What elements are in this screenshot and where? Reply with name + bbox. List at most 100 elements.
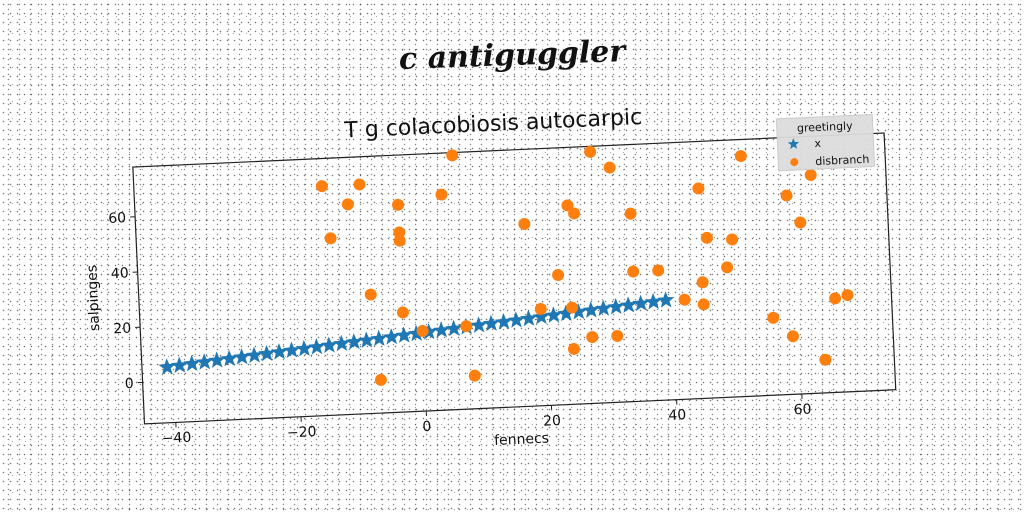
- point-circle: [611, 329, 624, 342]
- point-circle: [624, 207, 637, 220]
- point-star: [607, 297, 625, 315]
- point-circle: [819, 353, 832, 366]
- point-star: [395, 326, 413, 343]
- point-star: [245, 346, 263, 364]
- point-circle: [780, 189, 793, 202]
- point-star: [594, 299, 612, 317]
- series-x: [158, 291, 675, 375]
- y-tick-label: 60: [108, 210, 127, 227]
- point-circle: [566, 301, 579, 314]
- point-star: [544, 306, 563, 323]
- point-circle: [721, 261, 734, 274]
- point-star: [195, 353, 213, 370]
- point-star: [495, 313, 513, 330]
- axes-frame: [132, 132, 897, 425]
- legend: greetingly x disbranch: [775, 113, 876, 172]
- point-star: [183, 354, 201, 372]
- point-circle: [804, 169, 817, 182]
- point-circle: [678, 293, 691, 306]
- point-star: [519, 309, 538, 327]
- y-tick-label: 40: [110, 265, 129, 282]
- point-star: [382, 328, 400, 345]
- point-circle: [396, 306, 409, 319]
- point-circle: [794, 216, 807, 229]
- point-circle: [534, 303, 547, 316]
- point-circle: [603, 161, 616, 174]
- legend-box: [775, 113, 876, 172]
- point-star: [283, 341, 301, 358]
- point-circle: [393, 234, 406, 247]
- point-circle: [567, 342, 580, 355]
- point-star: [445, 319, 463, 337]
- point-star: [370, 329, 388, 347]
- point-star: [470, 316, 488, 333]
- chart-title: T g colacobiosis autocarpic: [343, 105, 643, 144]
- point-star: [407, 324, 425, 342]
- point-circle: [364, 288, 377, 301]
- point-star: [569, 303, 587, 320]
- y-tick-label: 0: [124, 376, 134, 392]
- series-disbranch: [315, 145, 854, 386]
- point-circle: [416, 324, 429, 337]
- point-circle: [697, 298, 710, 311]
- point-circle: [586, 331, 599, 344]
- point-star: [332, 334, 351, 352]
- point-circle: [552, 269, 565, 282]
- x-tick-label: 40: [668, 407, 687, 424]
- chart-group: T g colacobiosis autocarpic fennecs salp…: [84, 105, 897, 449]
- point-circle: [767, 311, 780, 324]
- point-circle: [734, 150, 747, 163]
- point-star: [582, 301, 600, 318]
- point-circle: [392, 198, 405, 211]
- point-star: [632, 294, 650, 312]
- point-circle: [324, 232, 337, 245]
- legend-label-disbranch: disbranch: [815, 153, 870, 168]
- point-star: [307, 338, 326, 355]
- point-circle: [446, 149, 459, 162]
- y-ticks: 0 20 40 60: [108, 210, 143, 392]
- point-circle: [841, 289, 854, 302]
- y-axis-label: salpinges: [84, 265, 103, 332]
- point-star: [357, 331, 375, 348]
- x-tick-label: 0: [422, 419, 432, 435]
- point-circle: [315, 180, 328, 193]
- point-star: [657, 291, 675, 308]
- point-circle: [786, 330, 799, 343]
- x-tick-label: 20: [543, 413, 562, 430]
- point-circle: [435, 188, 448, 201]
- point-star: [345, 333, 363, 350]
- y-tick-label: 20: [113, 321, 132, 338]
- point-star: [320, 336, 338, 353]
- point-circle: [692, 182, 705, 195]
- point-star: [208, 351, 226, 369]
- point-star: [482, 314, 500, 332]
- point-circle: [561, 199, 574, 212]
- series-layer: [158, 145, 854, 386]
- x-tick-label: −20: [287, 424, 317, 441]
- point-star: [644, 292, 662, 310]
- point-circle: [518, 218, 531, 231]
- x-axis-label: fennecs: [494, 430, 550, 448]
- point-circle: [460, 320, 473, 333]
- legend-title: greetingly: [797, 119, 854, 135]
- x-tick-label: 60: [793, 402, 812, 419]
- point-circle: [468, 369, 481, 382]
- point-star: [158, 358, 176, 375]
- point-circle: [700, 231, 713, 244]
- legend-label-x: x: [814, 137, 822, 150]
- point-circle: [726, 233, 739, 246]
- point-star: [619, 296, 637, 313]
- point-star: [507, 311, 525, 328]
- point-star: [270, 343, 288, 360]
- point-circle: [627, 265, 640, 278]
- point-circle: [341, 198, 354, 211]
- point-circle: [584, 145, 597, 158]
- legend-circle-icon: [790, 158, 799, 167]
- point-star: [258, 344, 276, 362]
- point-star: [233, 348, 251, 365]
- point-star: [295, 339, 313, 357]
- point-star: [432, 321, 450, 338]
- point-circle: [652, 264, 665, 277]
- point-star: [557, 304, 575, 322]
